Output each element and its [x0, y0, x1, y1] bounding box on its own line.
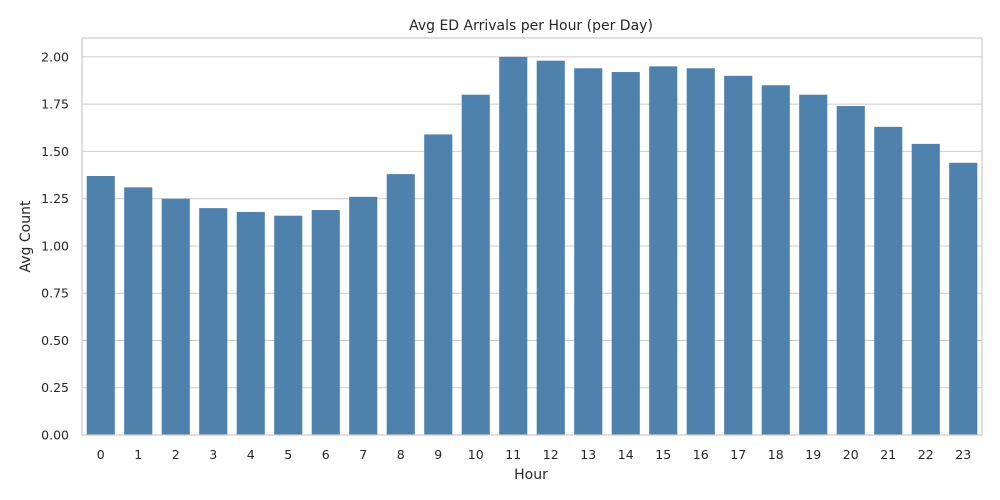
bar-hour-12 — [536, 60, 565, 435]
y-tick-label: 2.00 — [41, 49, 69, 64]
x-tick-label: 3 — [209, 447, 217, 462]
x-tick-label: 4 — [247, 447, 255, 462]
y-tick-label: 1.75 — [41, 97, 69, 112]
x-tick-label: 11 — [505, 447, 521, 462]
chart-title: Avg ED Arrivals per Hour (per Day) — [409, 18, 653, 34]
bar-hour-2 — [161, 198, 190, 435]
bar-hour-5 — [274, 215, 303, 435]
x-tick-label: 12 — [543, 447, 559, 462]
bar-hour-3 — [199, 208, 228, 435]
x-tick-label: 0 — [97, 447, 105, 462]
bar-hour-0 — [86, 176, 115, 435]
x-axis-ticks: 0 1 2 3 4 5 6 7 8 9 10 11 12 13 14 15 16 17 18 19 20 21 22 23 — [97, 447, 971, 462]
x-tick-label: 15 — [655, 447, 671, 462]
y-axis-ticks: 0.00 0.25 0.50 0.75 1.00 1.25 1.50 1.75 2.00 — [41, 49, 69, 442]
bar-hour-8 — [386, 174, 415, 435]
x-tick-label: 19 — [805, 447, 821, 462]
bar-hour-22 — [911, 143, 940, 435]
bar-hour-10 — [461, 94, 490, 435]
x-tick-label: 21 — [880, 447, 896, 462]
bar-hour-9 — [424, 134, 453, 435]
bars — [86, 56, 978, 436]
x-tick-label: 18 — [768, 447, 784, 462]
bar-hour-1 — [124, 187, 153, 435]
x-tick-label: 14 — [618, 447, 634, 462]
bar-hour-6 — [311, 210, 340, 435]
y-tick-label: 1.00 — [41, 238, 69, 253]
y-tick-label: 0.75 — [41, 286, 69, 301]
bar-hour-17 — [724, 75, 753, 436]
bar-hour-16 — [686, 68, 715, 435]
x-tick-label: 6 — [322, 447, 330, 462]
x-tick-label: 23 — [955, 447, 971, 462]
x-tick-label: 5 — [284, 447, 292, 462]
bar-hour-21 — [874, 126, 903, 435]
bar-hour-13 — [574, 68, 603, 435]
y-tick-label: 0.00 — [41, 428, 69, 443]
x-tick-label: 2 — [172, 447, 180, 462]
x-tick-label: 1 — [134, 447, 142, 462]
x-tick-label: 10 — [468, 447, 484, 462]
bar-hour-14 — [611, 72, 640, 436]
x-tick-label: 9 — [434, 447, 442, 462]
y-tick-label: 0.50 — [41, 333, 69, 348]
x-tick-label: 17 — [730, 447, 746, 462]
x-tick-label: 8 — [397, 447, 405, 462]
bar-hour-19 — [799, 94, 828, 435]
bar-hour-23 — [949, 162, 978, 435]
x-axis-label: Hour — [514, 467, 548, 483]
y-axis-label: Avg Count — [18, 200, 34, 272]
plot-frame — [81, 37, 983, 436]
x-tick-label: 13 — [580, 447, 596, 462]
bar-hour-7 — [349, 196, 378, 435]
x-tick-label: 22 — [918, 447, 934, 462]
bar-hour-11 — [499, 56, 528, 436]
bar-hour-15 — [649, 66, 678, 435]
y-tick-label: 1.50 — [41, 144, 69, 159]
x-tick-label: 16 — [693, 447, 709, 462]
x-tick-label: 7 — [359, 447, 367, 462]
bar-hour-4 — [236, 211, 265, 435]
grid — [82, 56, 982, 436]
bar-hour-18 — [761, 85, 790, 435]
bar-hour-20 — [836, 106, 865, 436]
y-tick-label: 0.25 — [41, 380, 69, 395]
y-tick-label: 1.25 — [41, 191, 69, 206]
x-tick-label: 20 — [843, 447, 859, 462]
